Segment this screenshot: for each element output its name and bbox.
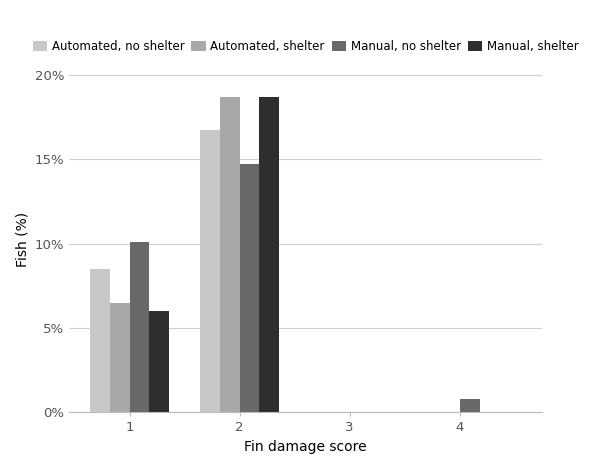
Bar	[90, 269, 110, 412]
Bar	[149, 311, 169, 412]
X-axis label: Fin damage score: Fin damage score	[244, 440, 367, 454]
Legend: Automated, no shelter, Automated, shelter, Manual, no shelter, Manual, shelter: Automated, no shelter, Automated, shelte…	[31, 38, 581, 55]
Y-axis label: Fish (%): Fish (%)	[15, 212, 29, 267]
Bar	[220, 97, 239, 412]
Bar	[130, 242, 149, 412]
Bar	[460, 399, 479, 412]
Bar	[239, 164, 259, 412]
Bar	[259, 97, 279, 412]
Bar	[110, 303, 130, 412]
Bar	[200, 130, 220, 412]
